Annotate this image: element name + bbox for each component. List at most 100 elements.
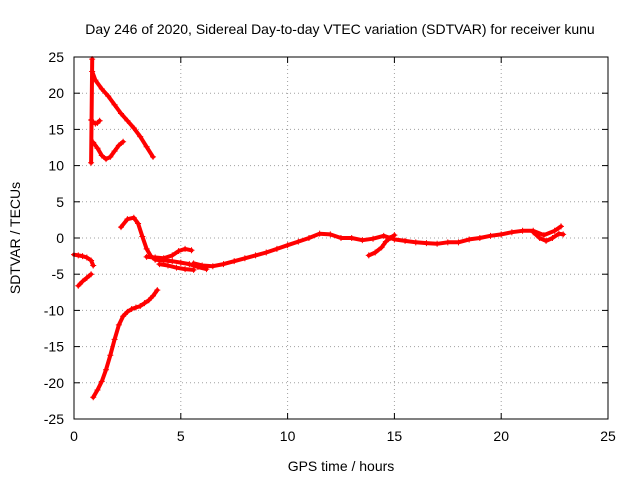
data-point [94, 145, 101, 152]
series-sat-j [156, 261, 197, 273]
data-point [120, 313, 127, 320]
data-point [295, 238, 302, 245]
data-point [169, 258, 176, 265]
x-tick-label: 10 [280, 428, 296, 444]
data-point [75, 252, 82, 259]
data-point [540, 232, 547, 239]
data-point [111, 101, 118, 108]
data-point [338, 235, 344, 241]
data-point [130, 124, 137, 131]
data-point [188, 247, 195, 254]
series-trace [76, 272, 94, 288]
data-point [103, 366, 110, 373]
data-point [305, 235, 312, 241]
y-tick-label: 5 [56, 194, 64, 210]
y-tick-label: -10 [44, 302, 64, 318]
y-tick-label: 25 [48, 49, 64, 65]
data-point [135, 220, 142, 227]
data-point [124, 308, 131, 315]
data-point [551, 227, 558, 234]
y-tick-label: -5 [52, 266, 65, 282]
data-point [327, 231, 334, 238]
data-point [530, 229, 537, 236]
series-sat-f [71, 251, 97, 269]
x-tick-label: 5 [177, 428, 185, 444]
data-point [169, 252, 176, 259]
data-point [137, 133, 144, 140]
data-point [154, 287, 161, 294]
data-point [98, 378, 105, 385]
data-point [387, 235, 394, 241]
series-sat-m [530, 229, 567, 244]
data-point [434, 240, 441, 247]
series-sat-i [143, 245, 195, 262]
data-point [105, 93, 112, 100]
data-point [498, 231, 505, 238]
series-sat-k [190, 223, 565, 270]
data-point [150, 292, 157, 299]
data-point [132, 304, 139, 311]
data-point [252, 252, 259, 259]
data-point [94, 387, 101, 394]
data-point [141, 300, 148, 307]
data-point [152, 254, 159, 261]
y-tick-label: 15 [48, 121, 64, 137]
series-trace [91, 139, 126, 162]
data-point [90, 262, 97, 269]
data-point [143, 253, 150, 260]
data-point [359, 237, 366, 244]
data-point [412, 239, 419, 246]
series-sat-l [365, 232, 398, 259]
data-point [316, 230, 323, 237]
data-point [555, 230, 562, 237]
data-point [560, 231, 567, 238]
data-point [273, 245, 280, 252]
series-sat-g [75, 271, 95, 289]
data-point [145, 297, 152, 304]
y-axis-label: SDTVAR / TECUs [7, 182, 23, 294]
x-axis-label: GPS time / hours [288, 458, 395, 474]
data-point [455, 239, 462, 246]
data-point [263, 249, 270, 256]
data-point [391, 232, 398, 239]
data-point [519, 227, 526, 234]
data-point [96, 117, 103, 124]
data-point [98, 152, 105, 159]
data-point [370, 235, 377, 242]
y-tick-label: -20 [44, 375, 64, 391]
data-point [382, 238, 389, 245]
data-point [107, 352, 114, 359]
data-point [139, 233, 146, 240]
data-point [372, 249, 379, 256]
data-point [117, 110, 124, 117]
x-tick-label: 25 [600, 428, 616, 444]
data-point [79, 278, 86, 285]
data-point [98, 85, 105, 92]
data-point [487, 232, 494, 239]
data-point [115, 321, 122, 328]
data-point [88, 159, 95, 166]
data-point [241, 255, 248, 262]
y-tick-label: -15 [44, 339, 64, 355]
data-point [143, 143, 150, 150]
data-point [156, 261, 163, 268]
data-point [380, 232, 387, 239]
data-point [143, 245, 150, 252]
data-point [177, 259, 184, 266]
data-point [231, 258, 238, 265]
series-trace [89, 57, 95, 165]
data-point [378, 244, 385, 251]
data-point [444, 239, 451, 246]
data-point [186, 261, 193, 268]
y-tick-label: -25 [44, 411, 64, 427]
data-point [117, 224, 124, 231]
data-point [83, 274, 90, 281]
series-trace [91, 288, 160, 400]
data-point [199, 262, 206, 269]
data-point [164, 262, 171, 269]
data-point [536, 235, 543, 241]
data-point [423, 240, 430, 247]
data-point [365, 252, 372, 259]
grid-lines [74, 57, 608, 419]
